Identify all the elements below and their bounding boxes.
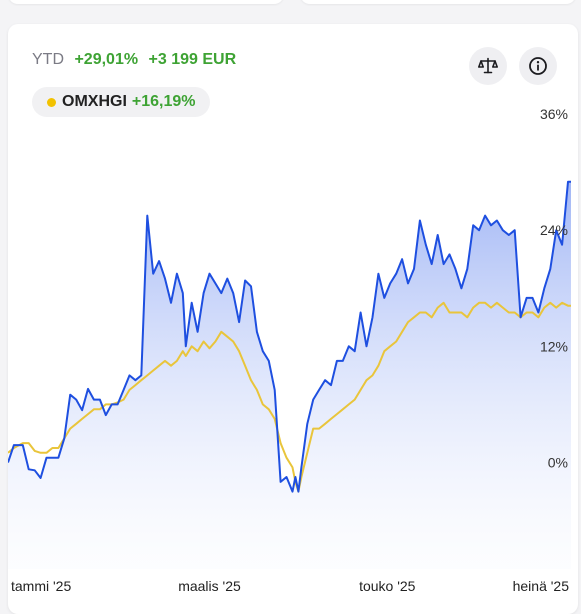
benchmark-name: OMXHGI: [62, 93, 127, 110]
benchmark-return: +16,19%: [131, 93, 196, 110]
portfolio-area-fill: [8, 181, 571, 570]
x-tick-label: maalis '25: [178, 578, 241, 594]
compare-button[interactable]: [469, 47, 507, 85]
performance-card: 0% 12% 24% 36% tammi '25 maalis '25 touko '25…: [8, 24, 578, 614]
info-icon: [529, 57, 547, 75]
y-axis-labels: 0% 12% 24% 36%: [540, 106, 568, 471]
x-tick-label: heinä '25: [513, 578, 570, 594]
y-tick-label: 24%: [540, 222, 568, 238]
benchmark-chip[interactable]: OMXHGI +16,19%: [32, 87, 210, 117]
benchmark-line: [8, 301, 571, 493]
x-tick-label: touko '25: [359, 578, 416, 594]
y-tick-label: 36%: [540, 106, 568, 122]
y-tick-label: 12%: [540, 338, 568, 354]
x-axis-labels: tammi '25 maalis '25 touko '25 heinä '25: [11, 578, 569, 594]
portfolio-line: [8, 180, 571, 493]
previous-card-right: [300, 0, 576, 4]
x-tick-label: tammi '25: [11, 578, 71, 594]
previous-card-left: [8, 0, 284, 4]
period-label: YTD: [32, 51, 64, 68]
scale-icon: [478, 57, 498, 74]
return-summary: YTD +29,01% +3 199 EUR: [32, 51, 236, 69]
return-percent: +29,01%: [74, 51, 139, 68]
info-button[interactable]: [519, 47, 557, 85]
benchmark-color-dot: [47, 97, 56, 107]
y-tick-label: 0%: [548, 455, 568, 471]
performance-chart: 0% 12% 24% 36% tammi '25 maalis '25 touko '25…: [8, 106, 571, 594]
return-amount: +3 199 EUR: [148, 51, 237, 68]
